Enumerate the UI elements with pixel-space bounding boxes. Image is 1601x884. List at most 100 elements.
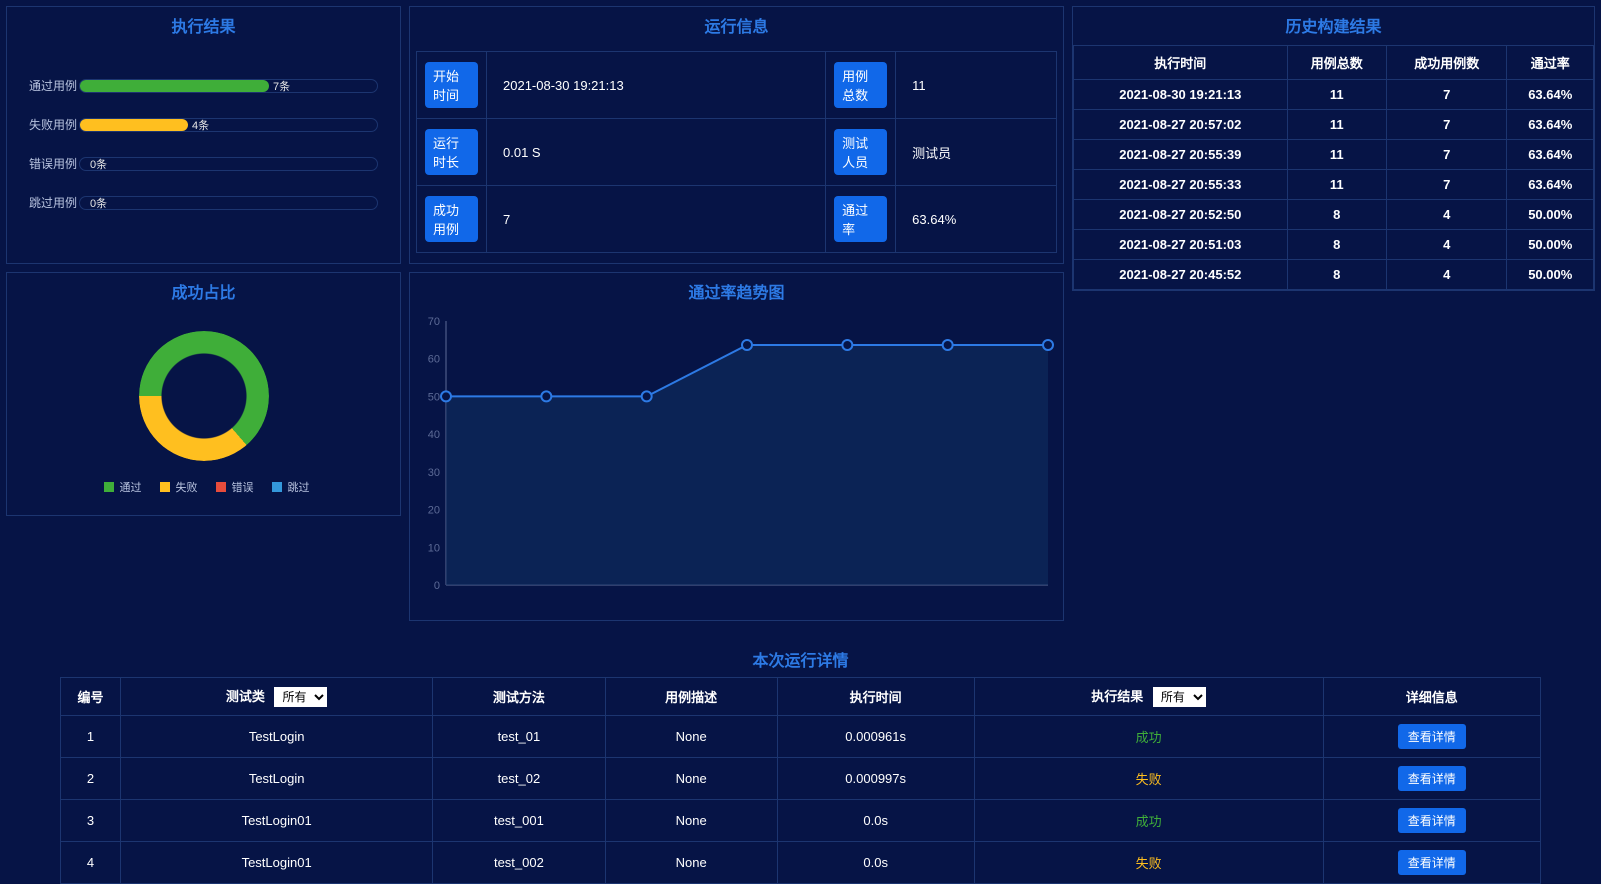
- chart-ytick: 40: [428, 429, 440, 441]
- details-cell-class: TestLogin: [121, 716, 433, 758]
- details-header: 编号: [61, 678, 121, 716]
- details-header: 测试类 所有: [121, 678, 433, 716]
- details-cell-result: 成功: [974, 716, 1323, 758]
- chart-marker: [842, 340, 852, 350]
- history-table: 执行时间用例总数成功用例数通过率2021-08-30 19:21:1311763…: [1073, 45, 1594, 290]
- details-cell-info: 查看详情: [1323, 800, 1540, 842]
- info-value: 测试员: [904, 146, 951, 161]
- history-header: 通过率: [1507, 46, 1594, 80]
- bar-fill: [80, 119, 188, 131]
- bar-label: 跳过用例: [29, 194, 79, 211]
- chart-marker: [642, 391, 652, 401]
- history-cell: 50.00%: [1507, 230, 1594, 260]
- details-cell-desc: None: [605, 758, 777, 800]
- chart-ytick: 70: [428, 316, 440, 328]
- history-cell: 63.64%: [1507, 170, 1594, 200]
- chart-marker: [441, 391, 451, 401]
- details-cell-class: TestLogin01: [121, 800, 433, 842]
- success-ratio-donut: [139, 331, 269, 461]
- details-header: 执行时间: [777, 678, 974, 716]
- legend-item: 通过: [98, 479, 142, 495]
- details-cell-id: 2: [61, 758, 121, 800]
- history-cell: 4: [1386, 200, 1507, 230]
- history-panel: 历史构建结果 执行时间用例总数成功用例数通过率2021-08-30 19:21:…: [1072, 6, 1595, 291]
- details-row: 2 TestLogin test_02 None 0.000997s 失败 查看…: [61, 758, 1541, 800]
- chart-marker: [1043, 340, 1053, 350]
- view-detail-button[interactable]: 查看详情: [1398, 808, 1466, 833]
- history-cell: 63.64%: [1507, 140, 1594, 170]
- history-cell: 7: [1386, 170, 1507, 200]
- view-detail-button[interactable]: 查看详情: [1398, 850, 1466, 875]
- details-header: 用例描述: [605, 678, 777, 716]
- chart-ytick: 10: [428, 542, 440, 554]
- info-key: 用例总数: [834, 62, 887, 108]
- bar-track: 0条: [79, 196, 378, 210]
- details-cell-info: 查看详情: [1323, 758, 1540, 800]
- details-cell-result: 失败: [974, 758, 1323, 800]
- history-cell: 7: [1386, 80, 1507, 110]
- bar-track: 4条: [79, 118, 378, 132]
- details-cell-id: 4: [61, 842, 121, 884]
- chart-ytick: 60: [428, 354, 440, 366]
- details-header: 执行结果 所有: [974, 678, 1323, 716]
- details-cell-desc: None: [605, 716, 777, 758]
- filter-result-select[interactable]: 所有: [1153, 687, 1206, 707]
- chart-marker: [742, 340, 752, 350]
- exec-result-title: 执行结果: [7, 7, 400, 45]
- history-cell: 63.64%: [1507, 80, 1594, 110]
- bar-track: 0条: [79, 157, 378, 171]
- info-value: 11: [904, 78, 926, 93]
- view-detail-button[interactable]: 查看详情: [1398, 724, 1466, 749]
- trend-title: 通过率趋势图: [410, 273, 1063, 311]
- details-cell-class: TestLogin01: [121, 842, 433, 884]
- bar-label: 通过用例: [29, 77, 79, 94]
- info-key: 测试人员: [834, 129, 887, 175]
- history-cell: 8: [1287, 200, 1386, 230]
- details-cell-result: 成功: [974, 800, 1323, 842]
- history-cell: 50.00%: [1507, 200, 1594, 230]
- trend-chart: 010203040506070: [418, 315, 1054, 605]
- details-cell-desc: None: [605, 842, 777, 884]
- history-cell: 2021-08-27 20:52:50: [1074, 200, 1288, 230]
- filter-class-select[interactable]: 所有: [274, 687, 327, 707]
- chart-marker: [943, 340, 953, 350]
- success-ratio-legend: 通过失败错误跳过: [92, 479, 316, 495]
- history-cell: 50.00%: [1507, 260, 1594, 290]
- details-cell-time: 0.000997s: [777, 758, 974, 800]
- bar-text: 4条: [188, 117, 209, 133]
- history-cell: 2021-08-27 20:55:39: [1074, 140, 1288, 170]
- history-header: 成功用例数: [1386, 46, 1507, 80]
- history-header: 用例总数: [1287, 46, 1386, 80]
- details-cell-method: test_01: [433, 716, 605, 758]
- history-cell: 2021-08-27 20:55:33: [1074, 170, 1288, 200]
- details-row: 1 TestLogin test_01 None 0.000961s 成功 查看…: [61, 716, 1541, 758]
- details-cell-time: 0.0s: [777, 800, 974, 842]
- chart-ytick: 30: [428, 467, 440, 479]
- chart-ytick: 50: [428, 391, 440, 403]
- history-cell: 11: [1287, 170, 1386, 200]
- run-info-panel: 运行信息 开始时间 2021-08-30 19:21:13 用例总数 11 运行…: [409, 6, 1064, 264]
- details-cell-class: TestLogin: [121, 758, 433, 800]
- details-table: 编号 测试类 所有 测试方法 用例描述 执行时间 执行结果 所有 详细信息 1 …: [60, 677, 1541, 884]
- history-cell: 11: [1287, 110, 1386, 140]
- details-row: 3 TestLogin01 test_001 None 0.0s 成功 查看详情: [61, 800, 1541, 842]
- exec-result-panel: 执行结果 通过用例 7条 失败用例 4条 错误用例 0条 跳过用例 0条: [6, 6, 401, 264]
- view-detail-button[interactable]: 查看详情: [1398, 766, 1466, 791]
- history-cell: 2021-08-27 20:51:03: [1074, 230, 1288, 260]
- info-value: 2021-08-30 19:21:13: [495, 78, 624, 93]
- success-ratio-panel: 成功占比 通过失败错误跳过: [6, 272, 401, 516]
- details-header: 测试方法: [433, 678, 605, 716]
- bar-text: 0条: [86, 156, 107, 172]
- history-cell: 2021-08-27 20:45:52: [1074, 260, 1288, 290]
- exec-result-bar-row: 错误用例 0条: [29, 155, 378, 172]
- history-cell: 7: [1386, 140, 1507, 170]
- details-cell-method: test_02: [433, 758, 605, 800]
- details-section: 本次运行详情 编号 测试类 所有 测试方法 用例描述 执行时间 执行结果 所有 …: [60, 647, 1541, 884]
- history-cell: 4: [1386, 260, 1507, 290]
- history-cell: 7: [1386, 110, 1507, 140]
- history-cell: 4: [1386, 230, 1507, 260]
- info-key: 通过率: [834, 196, 887, 242]
- details-row: 4 TestLogin01 test_002 None 0.0s 失败 查看详情: [61, 842, 1541, 884]
- bar-fill: [80, 80, 269, 92]
- info-key: 运行时长: [425, 129, 478, 175]
